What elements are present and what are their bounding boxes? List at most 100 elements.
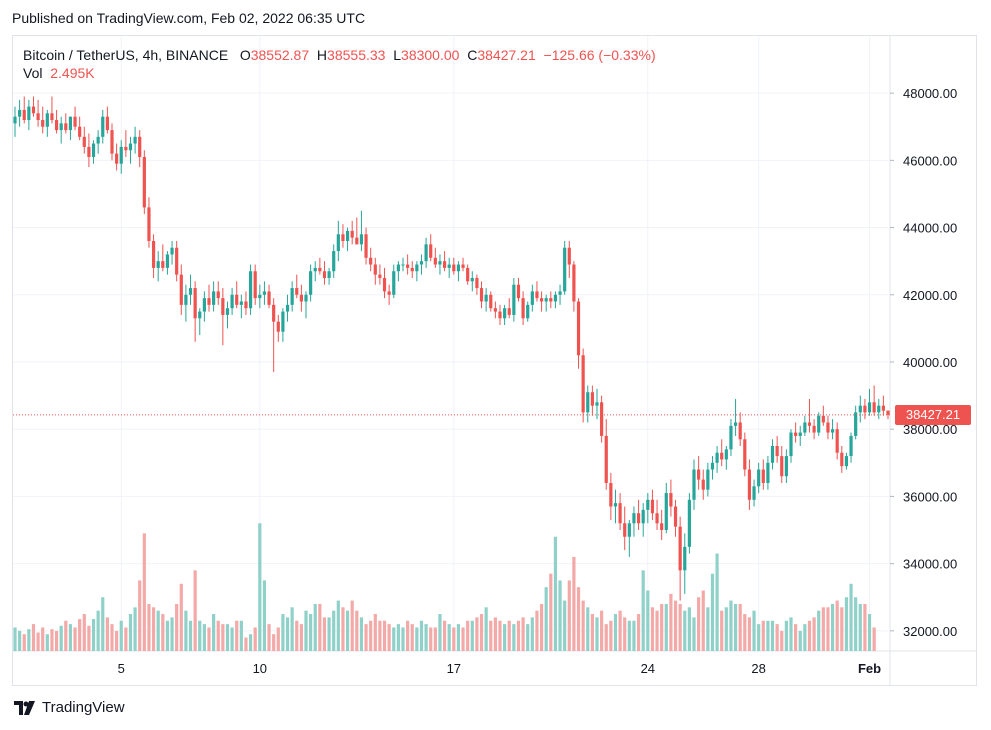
candle-body [618, 503, 622, 524]
candle-body [835, 429, 839, 453]
volume-bar [729, 600, 733, 651]
volume-bar [138, 580, 142, 651]
volume-bar [212, 614, 216, 651]
volume-bar [623, 617, 627, 651]
volume-bar [235, 620, 239, 651]
volume-label: Vol [23, 65, 43, 81]
volume-bar [290, 607, 294, 651]
volume-bar [604, 624, 608, 651]
volume-bar [170, 617, 174, 651]
volume-bar [826, 607, 830, 651]
volume-bar [849, 583, 853, 651]
candle-body [235, 294, 239, 305]
volume-bar [50, 629, 54, 651]
candle-body [387, 291, 391, 295]
candle-body [673, 506, 678, 527]
candle-body [503, 308, 507, 319]
candle-body [586, 392, 590, 413]
volume-bar [447, 624, 451, 651]
volume-bar [45, 634, 49, 651]
volume-bar [544, 587, 548, 651]
candle-body [780, 456, 784, 477]
candle-body [281, 311, 285, 332]
candle-body [646, 499, 650, 510]
price-tick-label: 38000.00 [903, 422, 957, 437]
candle-body [54, 120, 59, 131]
volume-bar [133, 607, 137, 651]
volume-bar [322, 617, 327, 651]
candle-body [244, 301, 248, 309]
candle-body [526, 304, 530, 319]
candle-body [710, 462, 715, 470]
candle-body [489, 294, 493, 309]
volume-bar [285, 617, 290, 651]
candle-body [766, 462, 770, 483]
symbol-name: Bitcoin / TetherUS, 4h, BINANCE [23, 47, 229, 63]
candle-body [87, 146, 91, 157]
candle-body [539, 298, 544, 302]
volume-bar [854, 597, 858, 651]
candle-body [720, 452, 724, 460]
candle-body [549, 298, 553, 302]
low-label: L [393, 47, 402, 63]
volume-bar [697, 597, 701, 651]
volume-bar [530, 617, 534, 651]
volume-bar [747, 617, 752, 651]
time-tick-label: 28 [751, 661, 765, 676]
candles [13, 96, 890, 601]
volume-bar [336, 600, 340, 651]
volume-bar [752, 610, 756, 651]
change-value: −125.66 (−0.33%) [543, 47, 656, 63]
candle-body [285, 304, 290, 312]
open-label: O [239, 47, 251, 63]
volume-bar [466, 620, 470, 651]
candle-body [807, 422, 812, 426]
candle-body [803, 422, 807, 433]
volume-bar [68, 624, 73, 651]
volume-bar [757, 624, 761, 651]
candle-body [165, 254, 170, 268]
candle-body [369, 257, 373, 265]
volume-value: 2.495K [50, 65, 95, 81]
candle-body [96, 136, 100, 144]
candle-body [498, 311, 502, 319]
candle-body [276, 321, 280, 332]
volume-bar [581, 600, 585, 651]
candle-body [784, 456, 788, 477]
volume-bar [359, 617, 364, 651]
volume-bar [82, 614, 86, 651]
volume-bar [248, 634, 253, 651]
candle-body [452, 264, 456, 272]
volume-bar [507, 620, 511, 651]
volume-bar [567, 580, 571, 651]
candle-body [64, 123, 68, 131]
volume-bar [743, 614, 747, 651]
volume-bar [429, 627, 433, 651]
volume-bar [516, 620, 521, 651]
last-price-tag: 38427.21 [895, 404, 971, 425]
candle-body [669, 493, 673, 507]
time-tick-label: 10 [253, 661, 267, 676]
candle-body [789, 432, 793, 457]
candle-body [258, 294, 262, 299]
chart-frame[interactable] [12, 35, 977, 686]
volume-bar [766, 620, 770, 651]
volume-bar [710, 573, 715, 651]
candle-body [156, 261, 160, 268]
volume-bar [835, 600, 839, 651]
candle-body [36, 113, 40, 121]
volume-bar [493, 617, 497, 651]
candle-body [535, 291, 539, 299]
volume-bar [618, 610, 622, 651]
volume-bar [664, 603, 668, 651]
candle-body [595, 402, 599, 406]
candle-body [775, 446, 779, 457]
candle-body [295, 288, 299, 295]
candle-body [147, 207, 151, 241]
candle-body [101, 116, 105, 137]
candle-body [516, 284, 521, 299]
tradingview-logo[interactable]: TradingView [14, 699, 125, 716]
candle-body [507, 308, 511, 315]
price-tick-label: 44000.00 [903, 221, 957, 236]
